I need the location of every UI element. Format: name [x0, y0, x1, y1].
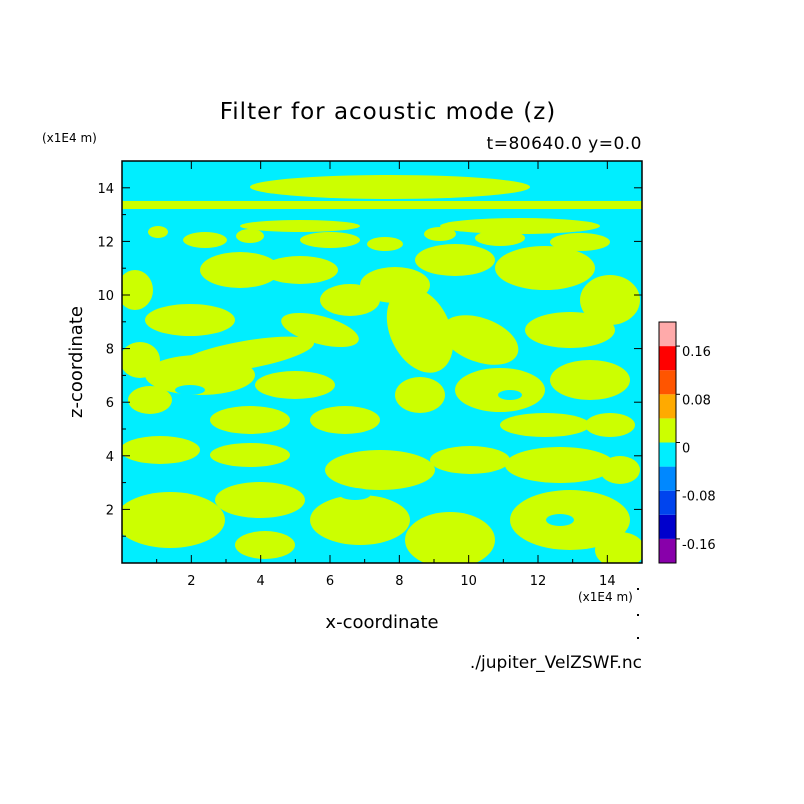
y-tick-label: 12 [97, 235, 114, 250]
positive-region [236, 229, 264, 243]
negative-region [175, 385, 205, 395]
y-tick-label: 10 [97, 289, 114, 304]
positive-region [122, 201, 642, 209]
colorbar-label: 0.16 [682, 345, 711, 360]
colorbar: 0.16 0.08 0 -0.08 -0.16 [658, 321, 716, 564]
marker-dot-1 [637, 588, 639, 590]
colorbar-swatch [659, 490, 676, 515]
source-filename: ./jupiter_VelZSWF.nc [470, 653, 642, 673]
positive-region [475, 230, 525, 246]
x-tick-label: 6 [326, 574, 334, 589]
positive-region [325, 450, 435, 490]
colorbar-swatch [659, 538, 676, 563]
positive-region [300, 232, 360, 248]
positive-region [600, 456, 640, 484]
y-tick-label: 2 [106, 503, 114, 518]
x-axis-label: x-coordinate [325, 612, 438, 633]
y-tick-label: 4 [106, 450, 114, 465]
negative-region [498, 390, 522, 400]
positive-region [122, 270, 153, 310]
positive-region [145, 355, 255, 395]
positive-region [550, 360, 630, 400]
y-tick-label: 6 [106, 396, 114, 411]
colorbar-label: 0.08 [682, 393, 711, 408]
positive-region [440, 218, 600, 234]
negative-region [546, 514, 574, 526]
y-tick-label: 8 [106, 343, 114, 358]
positive-region [320, 284, 380, 316]
colorbar-swatch [659, 322, 676, 347]
colorbar-swatch [659, 346, 676, 371]
colorbar-swatch [659, 466, 676, 491]
positive-region [386, 287, 454, 373]
positive-region [395, 377, 445, 413]
positive-region [240, 220, 360, 232]
positive-region [367, 237, 403, 251]
colorbar-swatch [659, 370, 676, 395]
positive-region [585, 413, 635, 437]
contour-field [122, 161, 642, 563]
positive-region [580, 275, 640, 325]
positive-region [145, 304, 235, 336]
positive-region [250, 175, 530, 199]
colorbar-swatch [659, 418, 676, 443]
positive-region [210, 406, 290, 434]
y-axis-label: z-coordinate [66, 306, 87, 418]
positive-region [210, 443, 290, 467]
positive-region [281, 312, 359, 348]
positive-region [128, 386, 172, 414]
chart-subtitle: t=80640.0 y=0.0 [487, 134, 642, 154]
x-tick-label: 4 [257, 574, 265, 589]
positive-region [550, 233, 610, 251]
colorbar-swatch [659, 442, 676, 467]
positive-region [122, 436, 200, 464]
x-tick-label: 14 [599, 574, 616, 589]
colorbar-label: -0.16 [682, 538, 716, 553]
positive-region [505, 447, 615, 483]
positive-region [415, 244, 495, 276]
colorbar-swatch [659, 514, 676, 539]
positive-region [405, 512, 495, 563]
positive-region [310, 406, 380, 434]
x-tick-label: 8 [395, 574, 403, 589]
positive-region [595, 532, 642, 563]
positive-region [495, 246, 595, 290]
colorbar-swatch [659, 394, 676, 419]
positive-region [183, 232, 227, 248]
positive-region [235, 531, 295, 559]
positive-region [525, 312, 615, 348]
positive-region [424, 227, 456, 241]
positive-region [122, 492, 225, 548]
marker-dot-2 [637, 614, 639, 616]
x-tick-label: 10 [460, 574, 477, 589]
y-tick-label: 14 [97, 182, 114, 197]
x-unit-label: (x1E4 m) [578, 590, 633, 604]
positive-region [430, 446, 510, 474]
positive-region [215, 482, 305, 518]
x-tick-label: 12 [530, 574, 547, 589]
x-tick-label: 2 [187, 574, 195, 589]
colorbar-label: 0 [682, 442, 690, 457]
positive-region [200, 252, 280, 288]
y-unit-label: (x1E4 m) [42, 131, 97, 145]
positive-region [455, 368, 545, 412]
positive-region [148, 226, 168, 238]
positive-region [500, 413, 590, 437]
marker-dot-3 [637, 637, 639, 639]
colorbar-label: -0.08 [682, 490, 716, 505]
chart-title: Filter for acoustic mode (z) [220, 99, 557, 125]
positive-region [262, 256, 338, 284]
positive-region [310, 495, 410, 545]
positive-region [255, 371, 335, 399]
negative-region [339, 488, 371, 500]
plot-frame [121, 160, 643, 564]
positive-region [441, 315, 519, 365]
